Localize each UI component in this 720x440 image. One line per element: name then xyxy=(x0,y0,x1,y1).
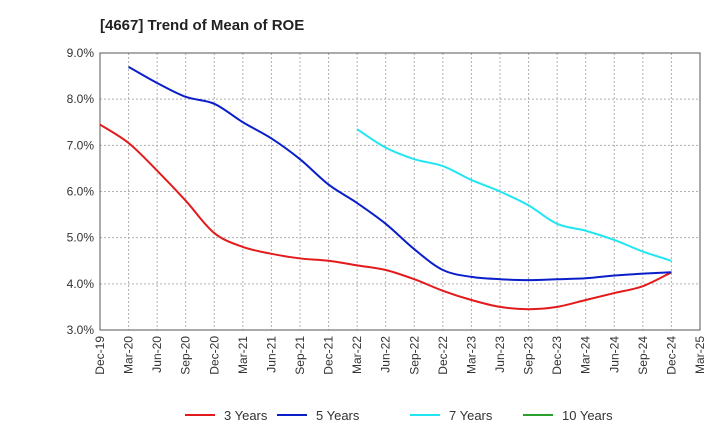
x-tick-label: Sep-20 xyxy=(179,336,193,375)
x-tick-label: Sep-21 xyxy=(293,336,307,375)
x-tick-label: Jun-24 xyxy=(607,336,621,373)
x-axis-ticks: Dec-19 Mar-20 Jun-20 Sep-20 Dec-20 Mar-21 Jun-… xyxy=(93,336,707,375)
x-tick-label: Sep-22 xyxy=(407,336,421,375)
y-tick-label: 8.0% xyxy=(67,92,95,106)
grid xyxy=(99,52,701,331)
y-tick-label: 5.0% xyxy=(67,231,95,245)
x-tick-label: Dec-21 xyxy=(322,336,336,375)
x-tick-label: Jun-20 xyxy=(150,336,164,373)
x-tick-label: Mar-21 xyxy=(236,336,250,374)
x-tick-label: Jun-21 xyxy=(264,336,278,373)
x-tick-label: Jun-23 xyxy=(493,336,507,373)
x-tick-label: Dec-24 xyxy=(664,336,678,375)
y-tick-label: 9.0% xyxy=(67,46,95,60)
x-tick-label: Dec-20 xyxy=(207,336,221,375)
legend: 3 Years 5 Years 7 Years 10 Years xyxy=(185,408,613,423)
y-tick-label: 7.0% xyxy=(67,138,95,152)
x-tick-label: Mar-22 xyxy=(350,336,364,374)
x-tick-label: Jun-22 xyxy=(379,336,393,373)
x-tick-label: Mar-25 xyxy=(693,336,707,374)
chart-title: [4667] Trend of Mean of ROE xyxy=(100,17,304,34)
x-tick-label: Sep-24 xyxy=(636,336,650,375)
legend-label: 3 Years xyxy=(224,408,268,423)
x-tick-label: Mar-24 xyxy=(579,336,593,374)
legend-label: 10 Years xyxy=(562,408,613,423)
y-tick-label: 3.0% xyxy=(67,323,95,337)
y-tick-label: 4.0% xyxy=(67,277,95,291)
x-tick-label: Sep-23 xyxy=(522,336,536,375)
x-tick-label: Dec-22 xyxy=(436,336,450,375)
legend-label: 5 Years xyxy=(316,408,360,423)
series-line-3-years xyxy=(99,123,672,311)
y-tick-label: 6.0% xyxy=(67,185,95,199)
x-tick-label: Mar-20 xyxy=(122,336,136,374)
x-tick-label: Mar-23 xyxy=(464,336,478,374)
series-line-5-years xyxy=(128,65,672,282)
series-line-7-years xyxy=(356,128,672,262)
x-tick-label: Dec-23 xyxy=(550,336,564,375)
y-axis-ticks: 3.0% 4.0% 5.0% 6.0% 7.0% 8.0% 9.0% xyxy=(67,46,95,337)
series xyxy=(99,65,672,311)
x-tick-label: Dec-19 xyxy=(93,336,107,375)
plot-frame xyxy=(99,52,701,331)
legend-label: 7 Years xyxy=(449,408,493,423)
